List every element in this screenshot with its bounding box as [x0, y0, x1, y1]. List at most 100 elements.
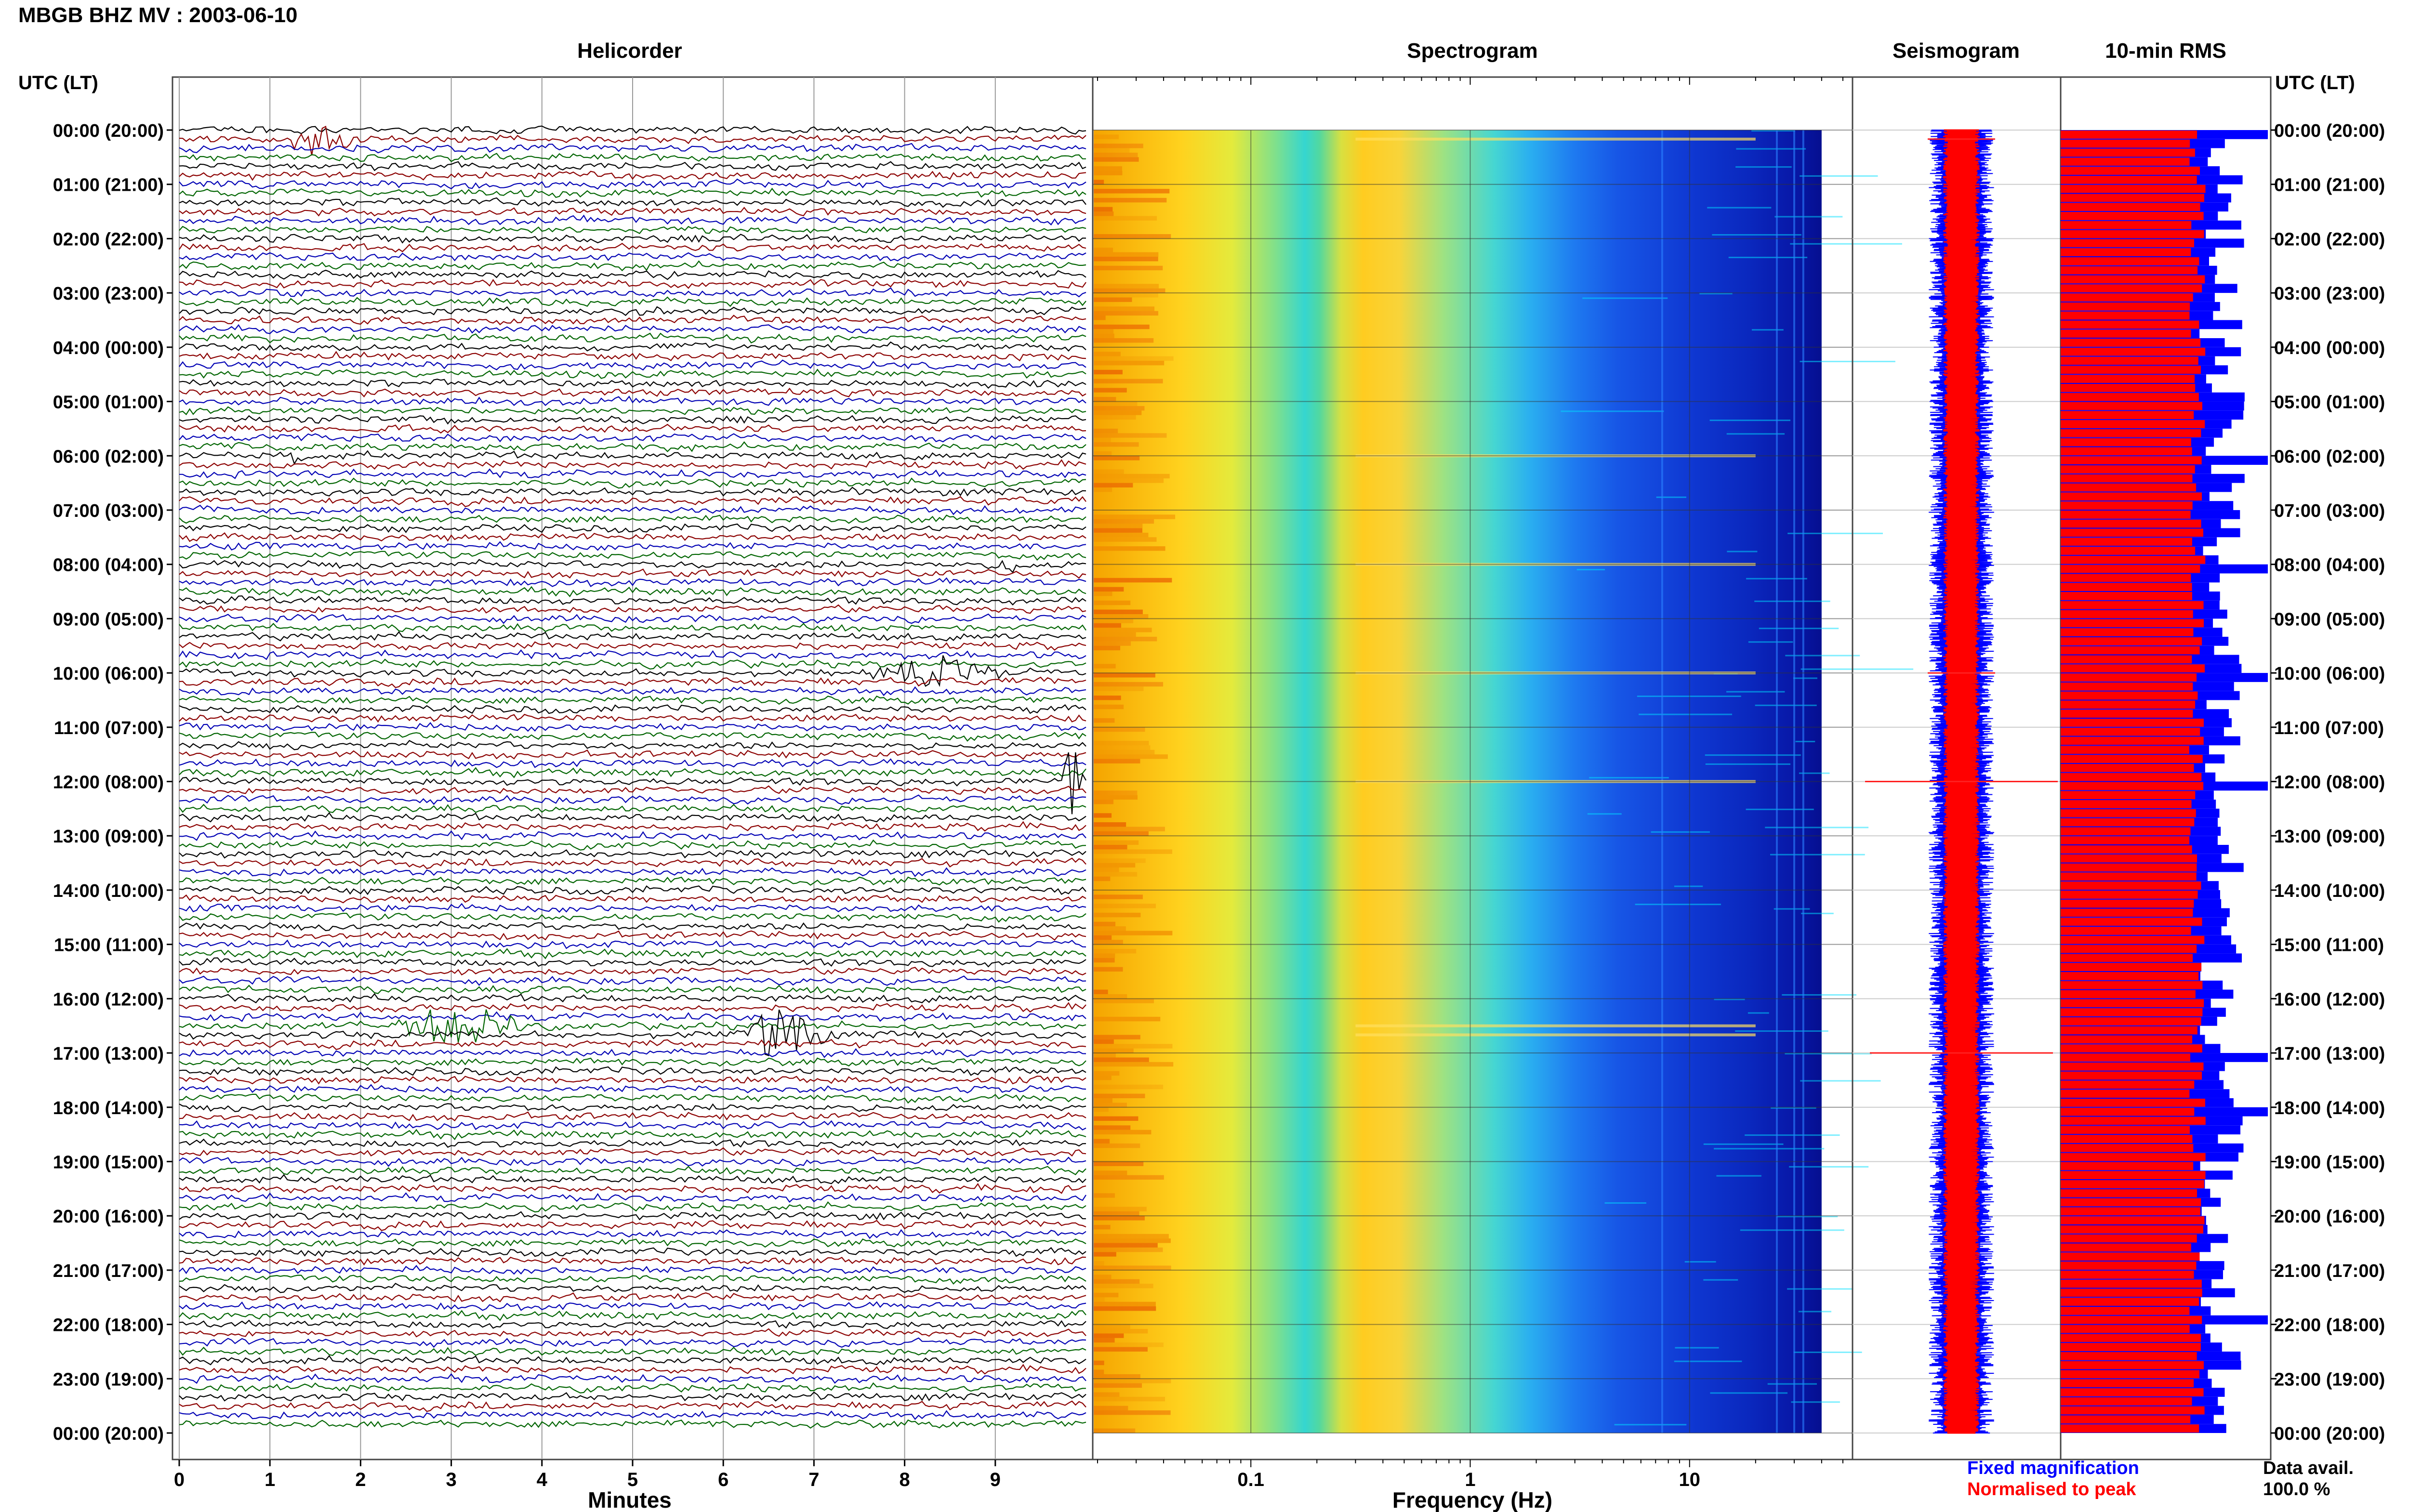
rms-normalised-bar — [2061, 194, 2204, 202]
spectrogram-streak — [1094, 953, 1115, 958]
rms-normalised-bar — [2061, 1307, 2190, 1315]
spectrogram-streak — [1589, 777, 1669, 779]
spectrogram-streak — [1094, 1383, 1142, 1388]
helicorder-trace — [179, 423, 1086, 434]
spectrogram-streak — [1582, 297, 1668, 299]
helicorder-trace — [179, 641, 1086, 651]
helicorder-trace — [179, 939, 1086, 949]
spectrogram-streak — [1675, 1347, 1719, 1349]
rms-normalised-bar — [2061, 1216, 2205, 1224]
rms-normalised-bar — [2061, 1361, 2204, 1369]
helicorder-trace — [179, 1011, 1086, 1022]
helicorder-trace — [179, 1093, 1086, 1104]
rms-normalised-bar — [2061, 592, 2192, 600]
spectrogram-streak — [1094, 473, 1170, 479]
helicorder-trace — [179, 1192, 1086, 1203]
spectrogram-streak — [1790, 243, 1902, 245]
rms-normalised-bar — [2061, 203, 2200, 211]
helicorder-trace — [179, 885, 1086, 895]
spectrogram-streak — [1094, 483, 1133, 487]
spectrogram-streak — [1774, 908, 1810, 910]
helicorder-trace — [179, 1247, 1086, 1257]
time-label-right: 17:00 (13:00) — [2274, 1044, 2385, 1064]
helicorder-trace — [179, 649, 1086, 660]
spectrogram-streak — [1094, 180, 1104, 184]
time-label-left: 23:00 (19:00) — [53, 1369, 164, 1390]
rms-normalised-bar — [2061, 429, 2201, 437]
rms-normalised-bar — [2061, 311, 2190, 320]
time-label-left: 04:00 (00:00) — [53, 338, 164, 358]
rms-normalised-bar — [2061, 547, 2196, 555]
spectrogram-streak — [1094, 1035, 1140, 1039]
rms-normalised-bar — [2061, 1262, 2197, 1270]
helicorder-trace — [179, 830, 1086, 841]
helicorder-trace — [179, 1319, 1086, 1329]
helicorder-trace — [179, 1009, 1086, 1056]
rms-normalised-bar — [2061, 266, 2198, 275]
rms-normalised-bar — [2061, 139, 2190, 148]
spectrogram-streak — [1094, 1347, 1148, 1352]
rms-normalised-bar — [2061, 184, 2206, 193]
rms-normalised-bar — [2061, 1252, 2200, 1261]
helicorder-trace — [179, 296, 1086, 307]
helicorder-trace — [179, 1166, 1086, 1175]
helicorder-trace — [179, 279, 1086, 289]
rms-normalised-bar — [2061, 727, 2200, 736]
spectrogram-streak — [1094, 632, 1136, 637]
rms-normalised-bar — [2061, 1035, 2193, 1044]
spectrogram-streak — [1794, 1351, 1862, 1353]
spectrogram-streak — [1094, 1234, 1169, 1239]
rms-normalised-bar — [2061, 1298, 2199, 1306]
time-label-left: 01:00 (21:00) — [53, 175, 164, 196]
rms-normalised-bar — [2061, 1397, 2192, 1406]
spectrogram-streak — [1714, 1148, 1825, 1150]
spectrogram-streak — [1094, 537, 1157, 542]
time-label-right: 02:00 (22:00) — [2274, 229, 2385, 250]
spectrogram-streak — [1094, 1084, 1164, 1090]
helicorder-trace — [179, 758, 1086, 768]
helicorder-trace — [179, 161, 1086, 171]
helicorder-trace — [179, 975, 1086, 986]
spectrogram-streak — [1094, 524, 1143, 528]
helicorder-trace — [179, 1419, 1086, 1429]
time-label-left: 06:00 (02:00) — [53, 447, 164, 467]
spectrogram-streak — [1746, 808, 1814, 810]
time-label-right: 04:00 (00:00) — [2274, 338, 2385, 358]
rms-normalised-bar — [2061, 818, 2195, 827]
helicorder-trace — [179, 1174, 1086, 1184]
rms-normalised-bar — [2061, 212, 2204, 220]
spectrogram-streak — [1785, 1053, 1872, 1055]
helicorder-trace — [179, 252, 1086, 262]
rms-normalised-bar — [2061, 1189, 2197, 1197]
helicorder-trace — [179, 153, 1086, 162]
rms-normalised-bar — [2061, 1044, 2202, 1053]
rms-normalised-bar — [2061, 1135, 2193, 1143]
spectrogram-streak — [1782, 994, 1857, 996]
spectrogram-streak — [1094, 904, 1156, 908]
spectrogram-streak — [1094, 316, 1106, 320]
rms-normalised-bar — [2061, 393, 2199, 401]
rms-normalised-bar — [2061, 366, 2201, 374]
spectrogram-streak — [1094, 1170, 1127, 1175]
spectrogram-streak — [1748, 641, 1793, 643]
rms-normalised-bar — [2061, 528, 2203, 537]
helicorder-trace — [179, 496, 1086, 507]
spectrogram-streak — [1094, 197, 1167, 203]
time-label-left: 17:00 (13:00) — [53, 1044, 164, 1064]
helicorder-trace — [179, 732, 1086, 742]
spectrogram-streak — [1094, 849, 1173, 854]
spectrogram-streak — [1094, 754, 1168, 759]
rms-normalised-bar — [2061, 492, 2202, 501]
helicorder-trace — [179, 197, 1086, 208]
spectrogram-streak — [1787, 1288, 1853, 1290]
spectrogram-streak — [1094, 1048, 1134, 1053]
helicorder-trace — [179, 613, 1086, 624]
spectrogram-streak — [1094, 935, 1112, 940]
spectrogram-streak — [1094, 682, 1164, 687]
rms-normalised-bar — [2061, 1062, 2204, 1071]
helicorder-trace — [179, 595, 1086, 606]
spectrogram-streak — [1094, 1057, 1149, 1062]
helicorder-trace — [179, 125, 1086, 135]
helicorder-trace — [179, 903, 1086, 913]
helicorder-trace — [179, 1238, 1086, 1248]
